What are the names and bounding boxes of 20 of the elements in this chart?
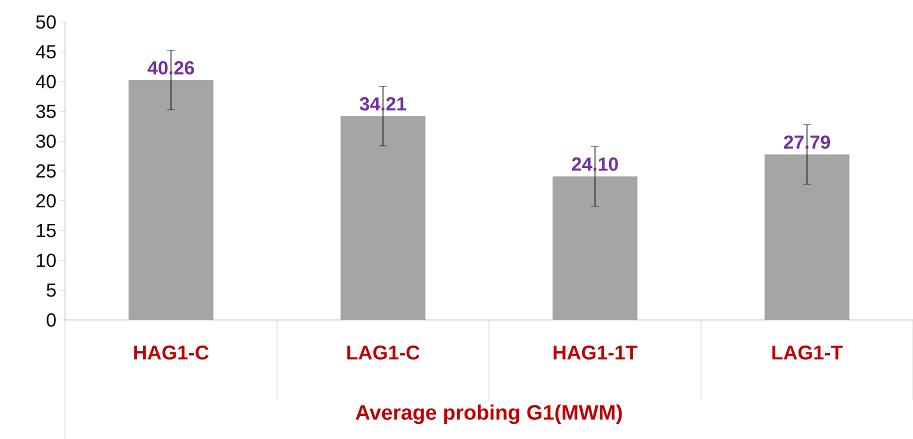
x-axis-title: Average probing G1(MWM) (356, 404, 622, 424)
y-tick-label: 20 (36, 194, 56, 208)
y-tick-label: 15 (36, 224, 56, 238)
y-tick-label: 10 (36, 254, 56, 268)
x-tick-label: LAG1-T (772, 346, 843, 360)
y-tick-label: 0 (46, 313, 56, 327)
bar (552, 176, 638, 320)
y-tick-label: 40 (36, 74, 56, 88)
y-tick-label: 25 (36, 164, 56, 178)
y-tick-label: 35 (36, 104, 56, 118)
x-tick-label: HAG1-C (134, 346, 209, 360)
y-tick-label: 5 (46, 284, 56, 297)
x-tick-label: HAG1-1T (554, 346, 638, 360)
x-tick-label: LAG1-C (347, 346, 420, 360)
y-tick-label: 50 (36, 15, 56, 29)
bar (764, 154, 850, 320)
y-tick-label: 30 (36, 134, 56, 148)
bar (340, 116, 426, 320)
y-tick-label: 45 (36, 45, 56, 58)
bar (128, 80, 214, 320)
